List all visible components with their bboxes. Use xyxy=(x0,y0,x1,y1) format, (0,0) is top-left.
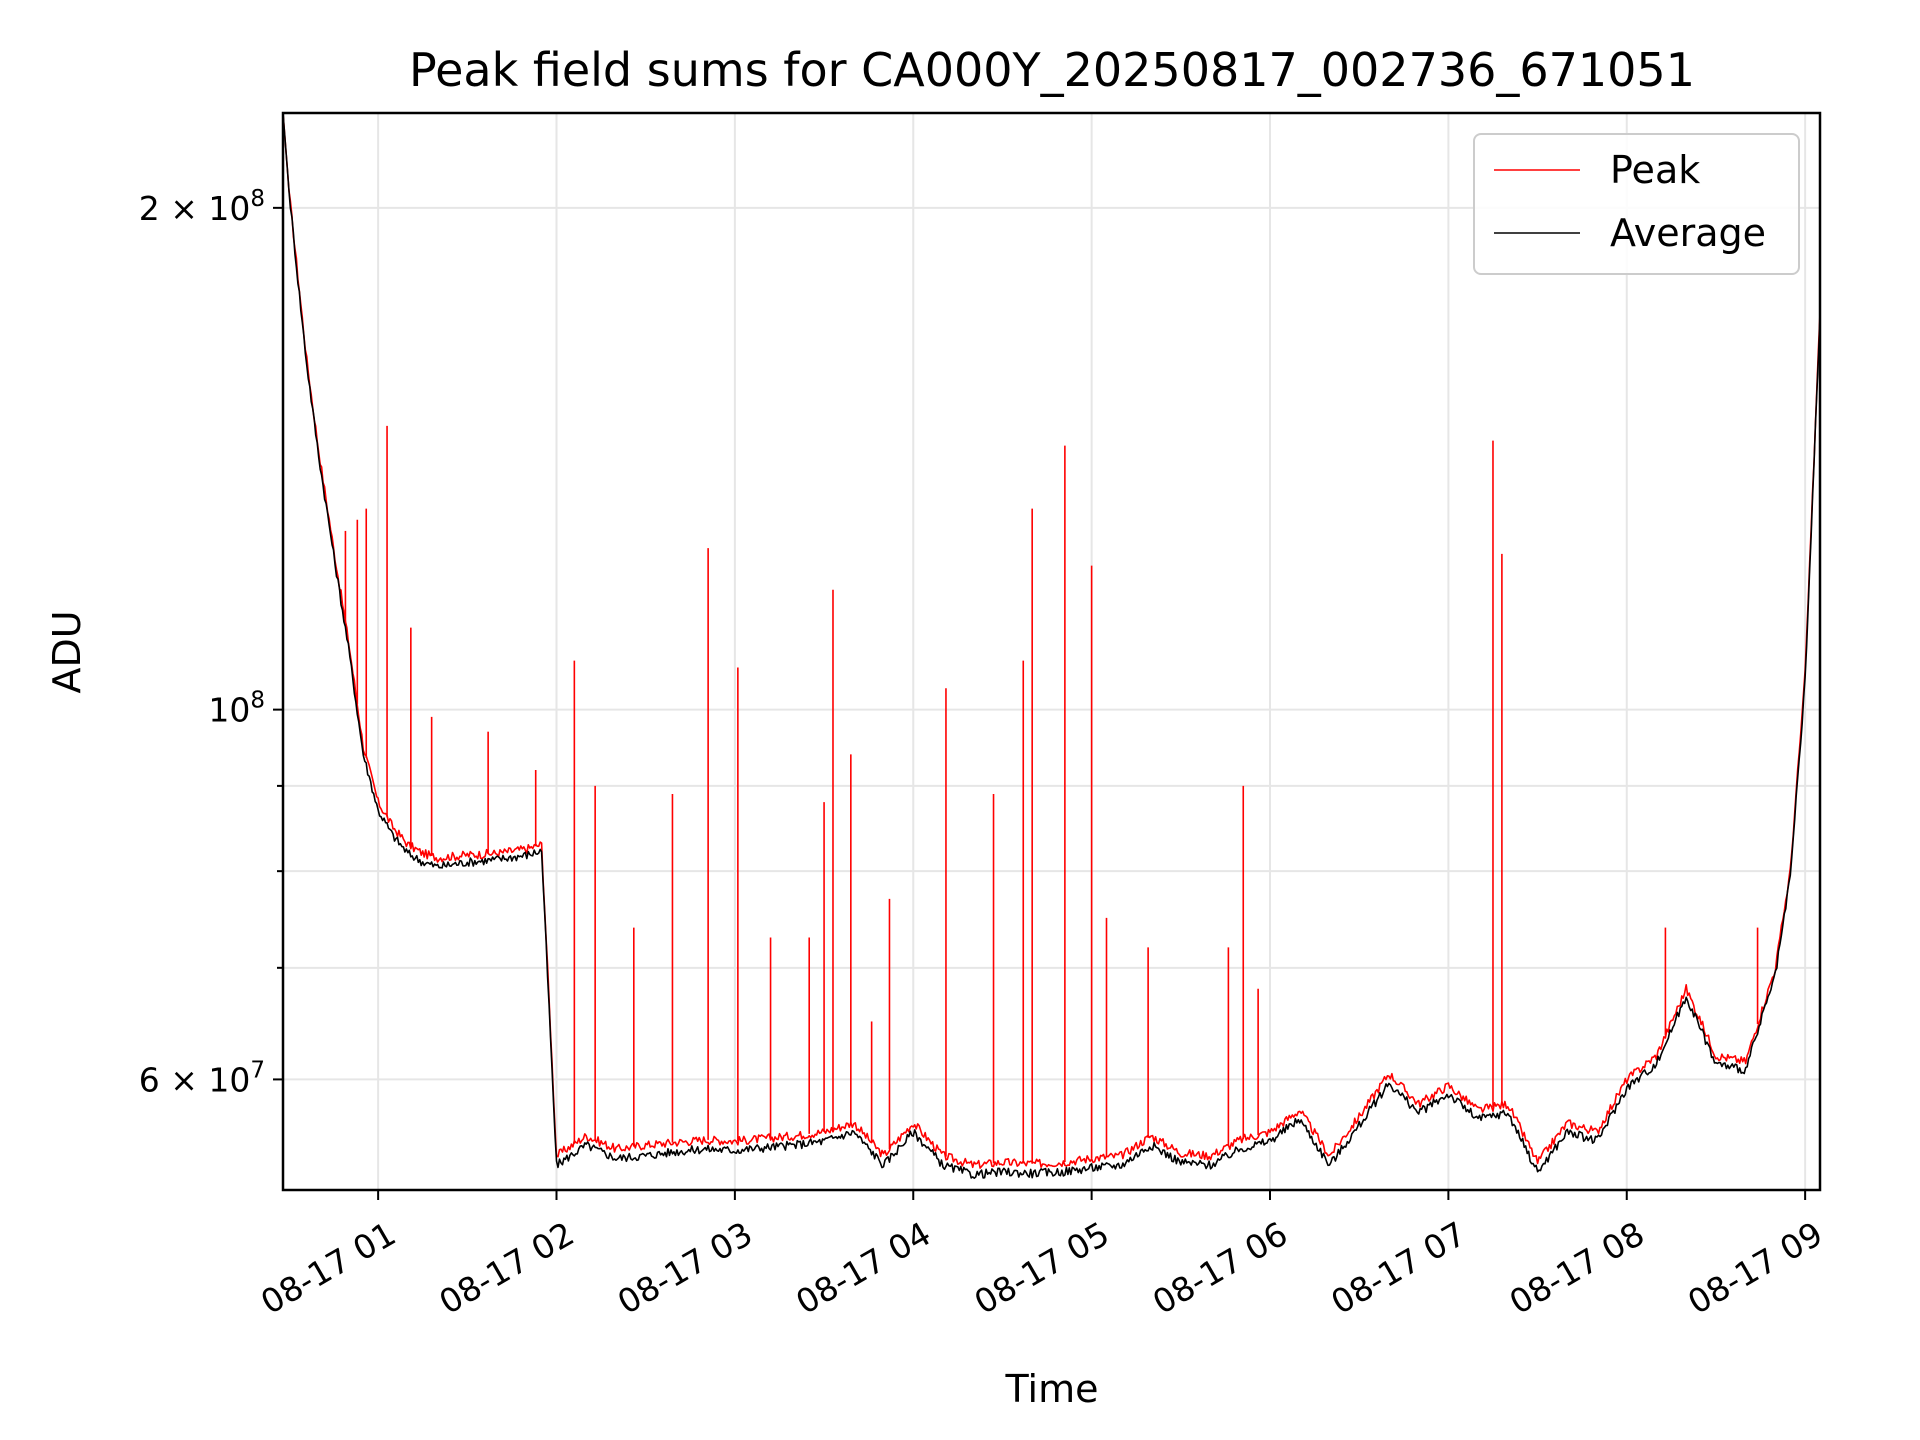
x-axis-label: Time xyxy=(1005,1367,1099,1411)
legend-box xyxy=(1473,133,1800,275)
series-layer xyxy=(282,112,1821,1179)
legend-average-label: Average xyxy=(1610,211,1766,255)
y-tick-label: 108 xyxy=(208,688,265,730)
chart-title: Peak field sums for CA000Y_20250817_0027… xyxy=(409,43,1695,97)
series-average xyxy=(282,112,1821,1179)
series-line-peak xyxy=(282,112,1821,1169)
y-tick-label: 6 × 107 xyxy=(139,1057,265,1099)
y-axis-label: ADU xyxy=(45,610,89,693)
legend-peak-label: Peak xyxy=(1610,148,1700,192)
series-peak xyxy=(282,112,1821,1169)
plot-frame xyxy=(281,111,1822,1192)
series-line-average xyxy=(282,112,1821,1179)
legend: Peak Average xyxy=(1473,133,1800,275)
y-tick-label: 2 × 108 xyxy=(139,186,265,228)
